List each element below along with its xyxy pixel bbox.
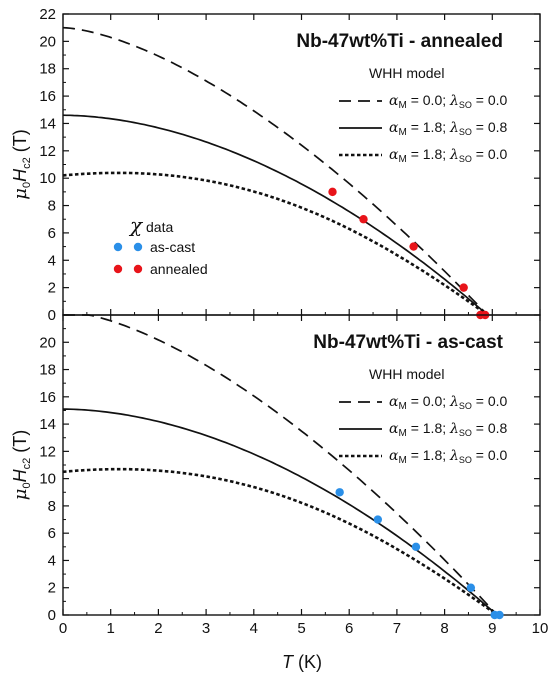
- x-tick-label: 8: [440, 620, 448, 637]
- data-point-annealed: [459, 283, 468, 292]
- y-tick-label: 16: [39, 389, 56, 406]
- chi-legend-label: as-cast: [150, 239, 195, 255]
- whh-curve-dashed: [63, 314, 498, 616]
- y-tick-label: 0: [48, 607, 56, 624]
- y-tick-label: 8: [48, 198, 56, 215]
- chi-legend-marker: [133, 242, 143, 252]
- plot-frame: [62, 314, 541, 616]
- y-tick-label: 12: [39, 443, 56, 460]
- whh-curve-dotted: [62, 171, 489, 317]
- chi-legend-marker: [113, 264, 123, 274]
- y-tick-label: 10: [39, 471, 56, 488]
- legend-title: WHH model: [369, 65, 444, 81]
- data-point-as-cast: [335, 488, 344, 497]
- y-tick-label: 20: [39, 334, 56, 351]
- y-tick-label: 10: [39, 170, 56, 187]
- x-tick-label: 9: [488, 620, 496, 637]
- x-tick-label: 3: [202, 620, 210, 637]
- chi-legend-label: annealed: [150, 261, 208, 277]
- y-tick-label: 6: [48, 525, 56, 542]
- data-point-annealed: [409, 242, 418, 251]
- x-tick-label: 4: [250, 620, 258, 637]
- chi-legend-marker: [113, 242, 123, 252]
- whh-curve-solid: [62, 114, 489, 316]
- panel-title: Nb-47wt%Ti - annealed: [296, 31, 503, 52]
- y-tick-label: 18: [39, 362, 56, 379]
- legend-label: αM = 1.8; λSO = 0.0: [389, 146, 508, 165]
- data-point-as-cast: [466, 583, 476, 592]
- legend-label: αM = 1.8; λSO = 0.8: [389, 119, 508, 138]
- y-tick-label: 20: [39, 33, 56, 50]
- chi-legend-title: χ data: [128, 213, 173, 237]
- panel-title: Nb-47wt%Ti - as-cast: [313, 332, 503, 353]
- y-tick-label: 16: [39, 88, 56, 105]
- legend-label: αM = 0.0; λSO = 0.0: [389, 92, 508, 111]
- legend-title: WHH model: [369, 366, 444, 382]
- x-tick-label: 1: [107, 620, 115, 637]
- legend-label: αM = 1.8; λSO = 0.0: [389, 447, 508, 466]
- y-tick-label: 8: [48, 498, 56, 515]
- x-tick-label: 10: [532, 620, 549, 637]
- y-tick-label: 4: [48, 552, 56, 569]
- data-point-annealed: [328, 187, 337, 197]
- x-tick-label: 6: [345, 620, 353, 637]
- x-tick-label: 0: [59, 620, 67, 637]
- y-axis-label: μ0Hc2 (T): [10, 129, 33, 199]
- x-tick-label: 2: [154, 620, 162, 637]
- whh-curve-solid: [63, 408, 498, 616]
- x-tick-label: 5: [297, 620, 305, 637]
- y-tick-label: 4: [48, 252, 56, 269]
- legend-label: αM = 1.8; λSO = 0.8: [389, 420, 508, 439]
- y-tick-label: 2: [48, 580, 56, 597]
- y-tick-label: 22: [39, 6, 56, 23]
- y-tick-label: 18: [39, 61, 56, 78]
- y-tick-label: 12: [39, 143, 56, 160]
- data-point-as-cast: [495, 610, 504, 620]
- data-point-annealed: [359, 215, 368, 224]
- data-point-as-cast: [411, 542, 421, 552]
- y-tick-label: 14: [39, 416, 56, 433]
- x-axis-label: T (K): [282, 652, 322, 672]
- y-axis-label: μ0Hc2 (T): [10, 430, 33, 500]
- legend-label: αM = 0.0; λSO = 0.0: [389, 393, 508, 412]
- y-tick-label: 14: [39, 115, 56, 132]
- y-tick-label: 0: [48, 307, 56, 324]
- data-point-as-cast: [373, 515, 383, 524]
- y-tick-label: 6: [48, 225, 56, 242]
- x-tick-label: 7: [393, 620, 401, 637]
- chart-panel-1: 0 2 4 6 8 10 12 14 16 18 20 22 Nb-47wt%Ti - annealed…: [10, 6, 541, 324]
- y-tick-label: 2: [48, 280, 56, 297]
- chi-legend-marker: [133, 264, 143, 274]
- whh-curve-dotted: [62, 467, 498, 617]
